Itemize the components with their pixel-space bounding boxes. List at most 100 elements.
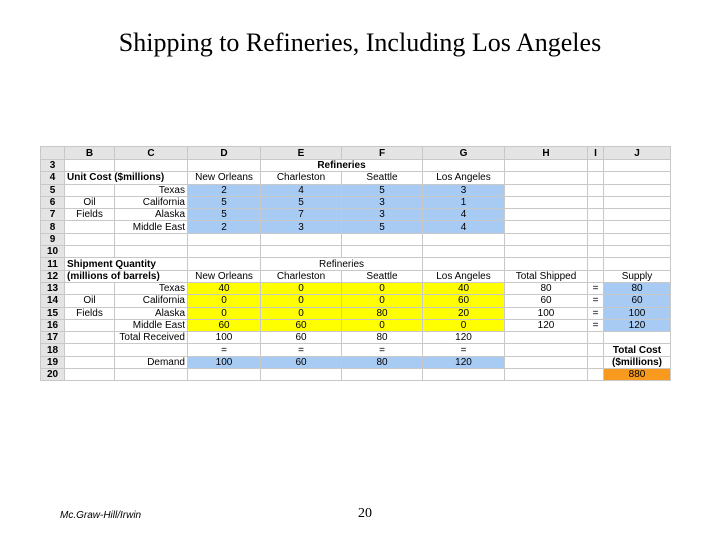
cell-b18[interactable] (64, 343, 115, 357)
cell-j11[interactable] (603, 257, 671, 271)
cell-f9[interactable] (341, 232, 423, 247)
cell-f12[interactable]: Seattle (341, 269, 423, 283)
corner-cell[interactable] (40, 146, 65, 160)
cell-f8[interactable]: 5 (341, 220, 423, 234)
cell-h12[interactable]: Total Shipped (504, 269, 588, 283)
cell-c7[interactable]: Alaska (114, 208, 188, 222)
cell-j6[interactable] (603, 195, 671, 210)
cell-f5[interactable]: 5 (341, 183, 423, 197)
cell-h6[interactable] (504, 195, 588, 210)
unit-cost-label[interactable]: Unit Cost ($millions) (64, 171, 188, 185)
cell-d10[interactable] (187, 245, 261, 259)
cell-i15[interactable]: = (587, 306, 604, 320)
cell-c18[interactable] (114, 343, 188, 357)
cell-i9[interactable] (587, 232, 604, 247)
cell-f10[interactable] (341, 245, 423, 259)
cell-f4[interactable]: Seattle (341, 171, 423, 185)
cell-f20[interactable] (341, 368, 423, 382)
cell-h7[interactable] (504, 208, 588, 222)
cell-b17[interactable] (64, 331, 115, 345)
cell-e16[interactable]: 60 (260, 318, 342, 333)
cell-f6[interactable]: 3 (341, 195, 423, 210)
cell-j9[interactable] (603, 232, 671, 247)
cell-d12[interactable]: New Orleans (187, 269, 261, 283)
cell-c6[interactable]: California (114, 195, 188, 210)
cell-c10[interactable] (114, 245, 188, 259)
refineries-heading[interactable]: Refineries (260, 158, 423, 173)
cell-f18[interactable]: = (341, 343, 423, 357)
shipment-quantity-label[interactable]: Shipment Quantity (64, 257, 188, 271)
column-header-g[interactable]: G (422, 146, 505, 160)
row-number[interactable]: 11 (40, 257, 65, 271)
cell-d3[interactable] (187, 158, 261, 173)
cell-h19[interactable] (504, 355, 588, 370)
cell-f19[interactable]: 80 (341, 355, 423, 370)
cell-j5[interactable] (603, 183, 671, 197)
column-header-c[interactable]: C (114, 146, 188, 160)
cell-g11[interactable] (422, 257, 505, 271)
row-number[interactable]: 20 (40, 368, 65, 382)
cell-j17[interactable] (603, 331, 671, 345)
cell-g4[interactable]: Los Angeles (422, 171, 505, 185)
cell-h16[interactable]: 120 (504, 318, 588, 333)
cell-j10[interactable] (603, 245, 671, 259)
cell-d18[interactable]: = (187, 343, 261, 357)
cell-f7[interactable]: 3 (341, 208, 423, 222)
column-header-f[interactable]: F (341, 146, 423, 160)
barrels-unit-label[interactable]: (millions of barrels) (64, 269, 188, 283)
cell-c14[interactable]: California (114, 294, 188, 308)
cell-g8[interactable]: 4 (422, 220, 505, 234)
row-number[interactable]: 18 (40, 343, 65, 357)
cell-i10[interactable] (587, 245, 604, 259)
cell-h15[interactable]: 100 (504, 306, 588, 320)
cell-i3[interactable] (587, 158, 604, 173)
cell-j7[interactable] (603, 208, 671, 222)
cell-d9[interactable] (187, 232, 261, 247)
row-number[interactable]: 15 (40, 306, 65, 320)
cell-g16[interactable]: 0 (422, 318, 505, 333)
row-number[interactable]: 8 (40, 220, 65, 234)
cell-h3[interactable] (504, 158, 588, 173)
cell-d6[interactable]: 5 (187, 195, 261, 210)
cell-d15[interactable]: 0 (187, 306, 261, 320)
cell-e8[interactable]: 3 (260, 220, 342, 234)
cell-j15[interactable]: 100 (603, 306, 671, 320)
cell-g14[interactable]: 60 (422, 294, 505, 308)
column-header-e[interactable]: E (260, 146, 342, 160)
cell-i13[interactable]: = (587, 281, 604, 296)
cell-h10[interactable] (504, 245, 588, 259)
cell-i20[interactable] (587, 368, 604, 382)
cell-g13[interactable]: 40 (422, 281, 505, 296)
cell-h5[interactable] (504, 183, 588, 197)
cell-c16[interactable]: Middle East (114, 318, 188, 333)
row-number[interactable]: 13 (40, 281, 65, 296)
cell-e19[interactable]: 60 (260, 355, 342, 370)
row-number[interactable]: 19 (40, 355, 65, 370)
cell-j16[interactable]: 120 (603, 318, 671, 333)
cell-g5[interactable]: 3 (422, 183, 505, 197)
cell-i11[interactable] (587, 257, 604, 271)
cell-c3[interactable] (114, 158, 188, 173)
row-number[interactable]: 17 (40, 331, 65, 345)
cell-b13[interactable] (64, 281, 115, 296)
row-number[interactable]: 4 (40, 171, 65, 185)
cell-g20[interactable] (422, 368, 505, 382)
cell-i16[interactable]: = (587, 318, 604, 333)
cell-c9[interactable] (114, 232, 188, 247)
cell-c15[interactable]: Alaska (114, 306, 188, 320)
cell-d14[interactable]: 0 (187, 294, 261, 308)
cell-j8[interactable] (603, 220, 671, 234)
cell-f16[interactable]: 0 (341, 318, 423, 333)
cell-c8[interactable]: Middle East (114, 220, 188, 234)
cell-d7[interactable]: 5 (187, 208, 261, 222)
cell-f17[interactable]: 80 (341, 331, 423, 345)
row-number[interactable]: 7 (40, 208, 65, 222)
column-header-d[interactable]: D (187, 146, 261, 160)
cell-d20[interactable] (187, 368, 261, 382)
cell-f13[interactable]: 0 (341, 281, 423, 296)
cell-b20[interactable] (64, 368, 115, 382)
cell-e7[interactable]: 7 (260, 208, 342, 222)
cell-e20[interactable] (260, 368, 342, 382)
cell-e14[interactable]: 0 (260, 294, 342, 308)
cell-d13[interactable]: 40 (187, 281, 261, 296)
